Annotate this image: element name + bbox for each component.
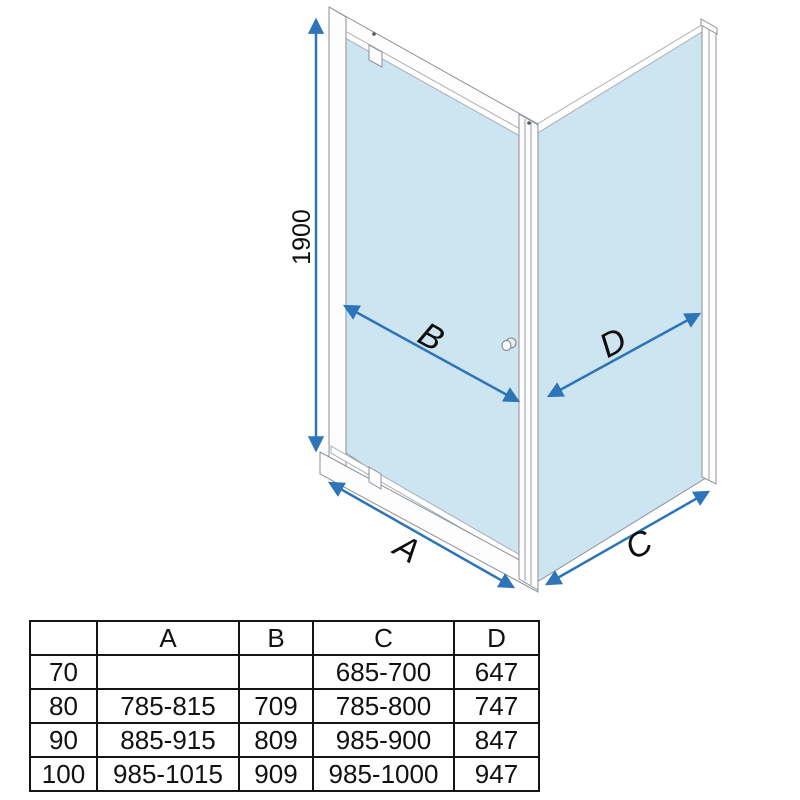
screw-dot-corner [527,121,531,125]
dimension-arrow-d [546,312,702,398]
cell-d: 647 [453,654,540,690]
label-a: A [386,526,426,571]
cell-size: 100 [29,756,98,792]
table-row: 90 885-915 809 985-900 847 [29,722,540,758]
side-panel [533,18,718,583]
cell-b: 709 [238,688,314,724]
dimension-arrow-a [327,481,516,589]
table-row: 80 785-815 709 785-800 747 [29,688,540,724]
cell-a [96,654,240,690]
cell-a: 785-815 [96,688,240,724]
side-panel-profile-cap [700,18,718,35]
table-row: 100 985-1015 909 985-1000 947 [29,756,540,792]
cell-size: 90 [29,722,98,758]
size-table-header-row: A B C D [29,620,540,656]
size-table: A B C D 70 685-700 647 80 785-815 709 78… [29,620,540,792]
header-a: A [96,620,240,656]
table-row: 70 685-700 647 [29,654,540,690]
corner-post [518,113,539,591]
cell-b: 909 [238,756,314,792]
cell-b [238,654,314,690]
dimension-arrow-b [342,304,521,403]
cell-c: 985-900 [312,722,455,758]
door-panel [319,6,539,593]
cell-c: 785-800 [312,688,455,724]
door-left-frame [328,6,347,468]
cell-a: 885-915 [96,722,240,758]
header-size [29,620,98,656]
cell-size: 80 [29,688,98,724]
header-b: B [238,620,314,656]
dimension-arrows [307,17,711,589]
cell-size: 70 [29,654,98,690]
header-d: D [453,620,540,656]
dimension-arrow-c [544,490,711,586]
cell-c: 685-700 [312,654,455,690]
door-top-hinge-bracket [368,44,383,68]
header-c: C [312,620,455,656]
cell-a: 985-1015 [96,756,240,792]
cell-c: 985-1000 [312,756,455,792]
shower-enclosure-diagram: 1900 B D A C [288,6,718,593]
label-height-1900: 1900 [288,209,316,265]
cell-d: 947 [453,756,540,792]
cell-d: 847 [453,722,540,758]
cell-b: 809 [238,722,314,758]
label-c: C [619,522,659,567]
screw-dot-top-left [372,32,376,36]
cell-d: 747 [453,688,540,724]
